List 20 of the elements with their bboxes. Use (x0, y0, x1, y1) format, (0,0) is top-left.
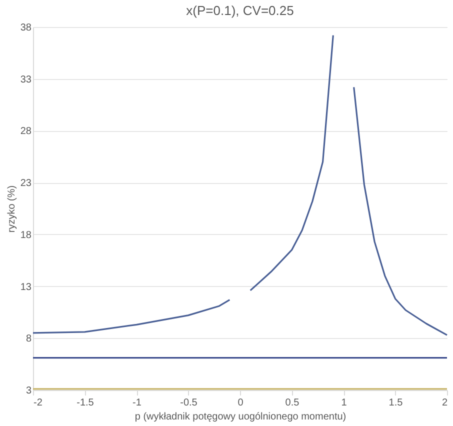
y-axis-title: ryzyko (%) (6, 185, 18, 233)
x-tick-label: -2 (34, 398, 43, 408)
y-tick-label: 18 (20, 230, 32, 241)
x-tick-label: 2 (442, 398, 448, 408)
x-tick-label: 1.5 (388, 398, 404, 408)
x-tick-label: 0.5 (285, 398, 300, 408)
x-tick-label: -1 (132, 398, 142, 408)
x-axis-title: p (wykładnik potęgowy uogólnionego momentu) (134, 412, 346, 422)
y-tick-label: 33 (20, 74, 32, 86)
y-tick-label: 8 (26, 334, 32, 345)
x-tick-label: 1 (341, 398, 348, 408)
y-tick-label: 28 (20, 126, 32, 138)
x-tick-label: 0 (238, 398, 244, 408)
y-tick-label: 38 (20, 22, 32, 34)
x-tick-label: -0.5 (180, 398, 198, 408)
x-tick-label: -1.5 (76, 398, 94, 408)
y-tick-label: 3 (26, 386, 32, 396)
y-tick-label: 23 (20, 178, 32, 190)
chart-title: x(P=0.1), CV=0.25 (186, 3, 294, 18)
y-tick-label: 13 (20, 282, 32, 293)
